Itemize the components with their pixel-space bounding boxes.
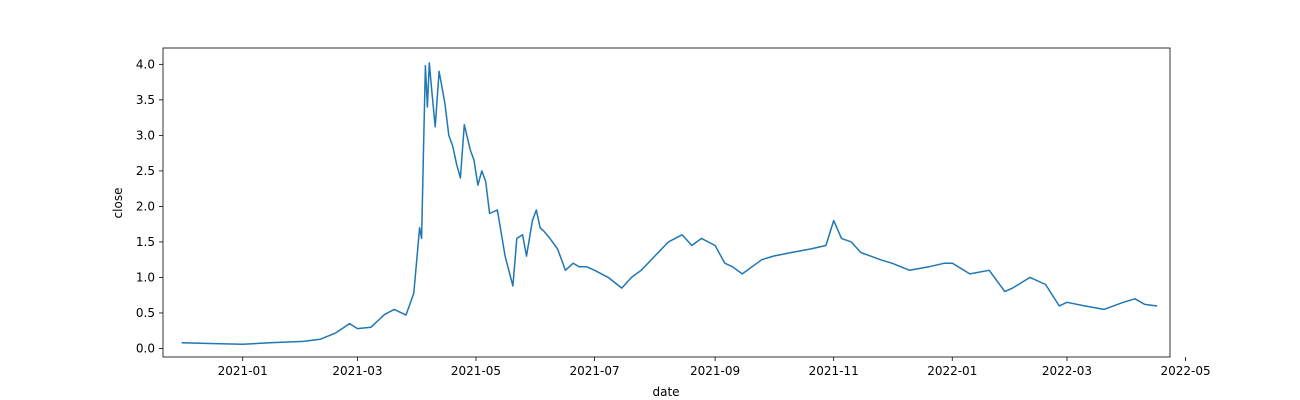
x-tick-label: 2021-01 <box>218 364 268 378</box>
x-tick-label: 2022-05 <box>1160 364 1210 378</box>
y-tick-label: 1.0 <box>136 270 155 284</box>
axes-frame <box>162 47 1171 358</box>
y-tick-label: 3.0 <box>136 128 155 142</box>
y-tick-label: 0.0 <box>136 341 155 355</box>
x-tick-label: 2021-03 <box>332 364 382 378</box>
x-tick-label: 2021-05 <box>451 364 501 378</box>
y-axis-label: close <box>111 188 125 219</box>
plot-area <box>181 62 1158 345</box>
y-tick-label: 2.0 <box>136 199 155 213</box>
y-tick-label: 0.5 <box>136 306 155 320</box>
y-tick-label: 1.5 <box>136 235 155 249</box>
x-tick-label: 2022-03 <box>1042 364 1092 378</box>
axes: 2021-01 2021-03 2021-05 2021-07 2021-09 2021-… <box>136 47 1211 378</box>
x-tick-label: 2022-01 <box>927 364 977 378</box>
series-line-0 <box>181 62 1158 345</box>
y-tick-label: 4.0 <box>136 57 155 71</box>
x-axis-label: date <box>652 385 679 399</box>
y-tick-label: 2.5 <box>136 164 155 178</box>
y-tick-label: 3.5 <box>136 93 155 107</box>
x-tick-label: 2021-09 <box>690 364 740 378</box>
x-tick-label: 2021-11 <box>809 364 859 378</box>
x-tick-label: 2021-07 <box>570 364 620 378</box>
